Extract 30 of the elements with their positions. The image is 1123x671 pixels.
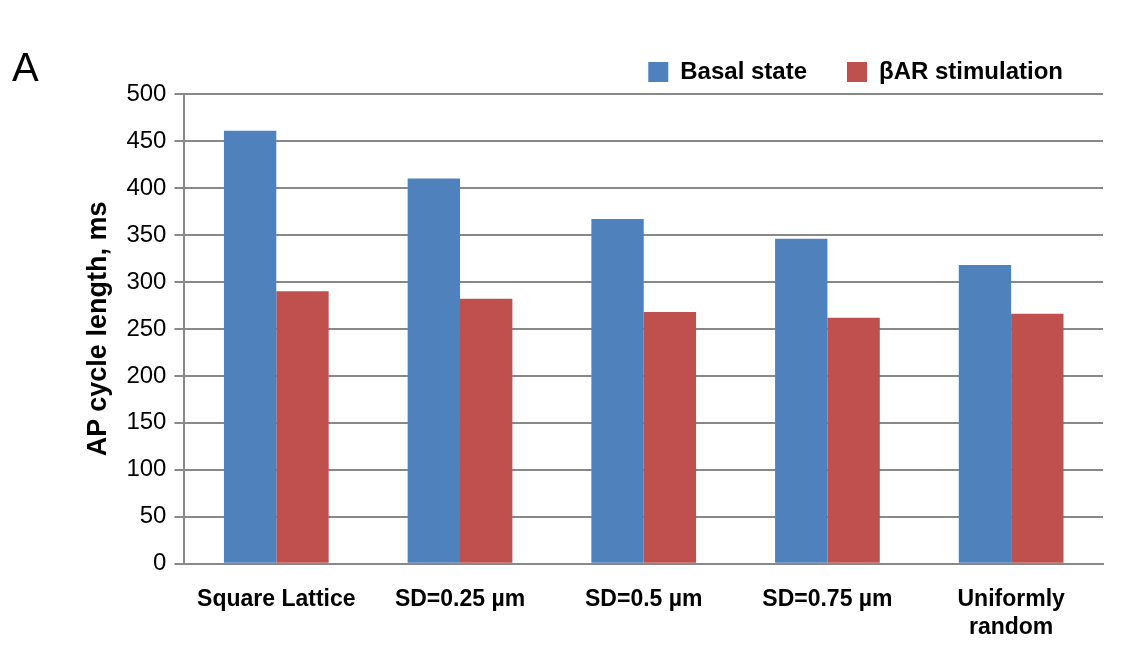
- bar: [276, 291, 329, 563]
- y-tick-label: 200: [126, 360, 167, 388]
- y-tick-label: 100: [126, 454, 167, 482]
- y-tick-label: 350: [126, 219, 167, 247]
- bar: [775, 238, 828, 563]
- y-tick-label: 0: [153, 548, 167, 576]
- y-tick-label: 450: [126, 125, 167, 153]
- bar: [460, 298, 513, 563]
- y-tick-label: 150: [126, 407, 167, 435]
- text: A: [12, 45, 39, 90]
- bar: [223, 130, 277, 563]
- y-tick-label: 500: [126, 78, 167, 106]
- legend-label: βAR stimulation: [879, 56, 1063, 84]
- x-tick-label: SD=0.75 µm: [762, 584, 893, 611]
- y-axis-title: AP cycle length, ms: [81, 201, 112, 457]
- bar: [1011, 313, 1064, 563]
- legend-label: Basal state: [680, 56, 808, 84]
- bar: [407, 178, 461, 563]
- bar: [827, 317, 880, 563]
- x-tick-label: Square Lattice: [197, 584, 356, 611]
- x-tick-label: SD=0.5 µm: [584, 584, 703, 611]
- bar: [643, 311, 697, 563]
- y-tick-label: 250: [126, 313, 167, 341]
- x-tick-label: SD=0.25 µm: [394, 584, 526, 611]
- bar: [958, 265, 1012, 563]
- y-tick-label: 300: [126, 266, 167, 294]
- bar: [591, 218, 644, 563]
- y-tick-label: 50: [139, 501, 167, 529]
- x-tick-label: Uniformly random: [957, 584, 1066, 639]
- y-tick-label: 400: [126, 172, 167, 200]
